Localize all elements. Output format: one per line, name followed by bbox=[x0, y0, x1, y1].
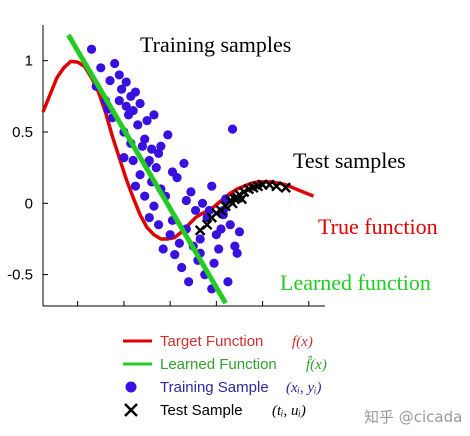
training-point bbox=[165, 230, 175, 240]
legend-label-learned: Learned Function bbox=[160, 356, 277, 373]
training-point bbox=[121, 101, 131, 111]
training-point bbox=[153, 220, 164, 230]
training-point bbox=[114, 95, 124, 106]
training-point bbox=[110, 58, 120, 69]
legend-math-training: (xᵢ, yᵢ) bbox=[286, 380, 322, 396]
training-point bbox=[179, 158, 189, 168]
training-point bbox=[207, 181, 217, 191]
legend-entry-training: Training Sample (xᵢ, yᵢ) bbox=[125, 379, 322, 396]
training-point bbox=[130, 181, 141, 191]
training-point bbox=[140, 134, 150, 144]
training-point bbox=[135, 98, 145, 109]
training-point bbox=[153, 148, 164, 158]
x-ticks bbox=[77, 301, 310, 306]
training-point bbox=[144, 155, 154, 166]
training-point bbox=[163, 130, 173, 140]
training-point bbox=[149, 110, 159, 120]
legend-math-test: (tᵢ, uᵢ) bbox=[272, 403, 306, 419]
training-sample-series bbox=[86, 44, 245, 294]
training-point bbox=[204, 205, 215, 216]
legend-label-target: Target Function bbox=[160, 333, 263, 350]
training-point bbox=[197, 198, 208, 208]
training-point bbox=[181, 195, 191, 206]
y-ticks: -0.5 0 0.5 1 bbox=[7, 53, 48, 284]
training-point bbox=[184, 277, 194, 287]
annotation-training-samples: Training samples bbox=[140, 32, 291, 57]
true-function-series bbox=[41, 59, 315, 241]
legend-marker-training bbox=[125, 381, 137, 393]
test-sample-series bbox=[194, 179, 292, 236]
test-point bbox=[271, 180, 282, 192]
training-point bbox=[114, 70, 124, 80]
training-point bbox=[147, 144, 157, 154]
true-function-line bbox=[41, 59, 315, 241]
training-point bbox=[195, 234, 205, 244]
legend-label-training: Training Sample bbox=[160, 379, 269, 396]
training-point bbox=[218, 205, 228, 216]
training-point bbox=[116, 84, 127, 94]
legend-label-test: Test Sample bbox=[160, 402, 243, 419]
training-point bbox=[151, 163, 161, 173]
y-tick-label: -0.5 bbox=[7, 267, 33, 284]
training-point bbox=[232, 248, 242, 258]
training-point bbox=[105, 76, 115, 86]
legend-marker-test bbox=[124, 403, 138, 417]
training-point bbox=[119, 153, 129, 163]
training-point bbox=[174, 238, 184, 248]
training-point bbox=[158, 244, 168, 254]
training-point bbox=[190, 205, 201, 216]
training-point bbox=[96, 63, 106, 73]
training-point bbox=[209, 258, 219, 268]
training-point bbox=[216, 224, 226, 234]
test-point bbox=[280, 182, 292, 193]
training-point bbox=[144, 212, 154, 223]
training-point bbox=[121, 77, 131, 87]
training-point bbox=[223, 277, 233, 287]
training-point bbox=[170, 250, 180, 260]
y-tick-label: 0.5 bbox=[12, 124, 33, 141]
training-point bbox=[156, 141, 166, 151]
legend-math-target: f(x) bbox=[292, 334, 313, 350]
test-point bbox=[236, 193, 248, 205]
training-point bbox=[140, 191, 150, 201]
annotation-learned-function: Learned function bbox=[280, 270, 431, 295]
training-point bbox=[214, 244, 224, 254]
y-tick-label: 1 bbox=[25, 53, 33, 70]
training-point bbox=[142, 115, 152, 126]
training-point bbox=[133, 120, 143, 130]
training-point bbox=[135, 170, 145, 180]
annotation-test-samples: Test samples bbox=[293, 148, 406, 173]
training-point bbox=[225, 220, 235, 230]
training-point bbox=[167, 167, 178, 177]
test-point bbox=[201, 219, 213, 231]
training-point bbox=[137, 141, 147, 151]
annotation-true-function: True function bbox=[318, 214, 438, 239]
y-tick-label: 0 bbox=[25, 195, 33, 212]
legend-entry-learned: Learned Function f̂(x) bbox=[123, 356, 327, 373]
training-point bbox=[177, 262, 187, 273]
training-point bbox=[186, 187, 196, 197]
training-point bbox=[128, 105, 138, 116]
watermark-text: 知乎 @cicada bbox=[364, 408, 462, 426]
training-point bbox=[128, 155, 138, 166]
training-point bbox=[126, 91, 136, 101]
learned-function-series bbox=[66, 33, 228, 305]
legend-math-learned: f̂(x) bbox=[306, 356, 327, 373]
learned-function-line bbox=[66, 33, 228, 305]
legend-entry-target: Target Function f(x) bbox=[123, 333, 313, 350]
training-point bbox=[230, 241, 240, 251]
training-point bbox=[149, 201, 159, 211]
training-point bbox=[234, 227, 245, 237]
training-point bbox=[86, 44, 97, 54]
legend: Target Function f(x) Learned Function f̂… bbox=[123, 333, 327, 419]
training-point bbox=[227, 124, 238, 134]
legend-entry-test: Test Sample (tᵢ, uᵢ) bbox=[124, 402, 306, 419]
